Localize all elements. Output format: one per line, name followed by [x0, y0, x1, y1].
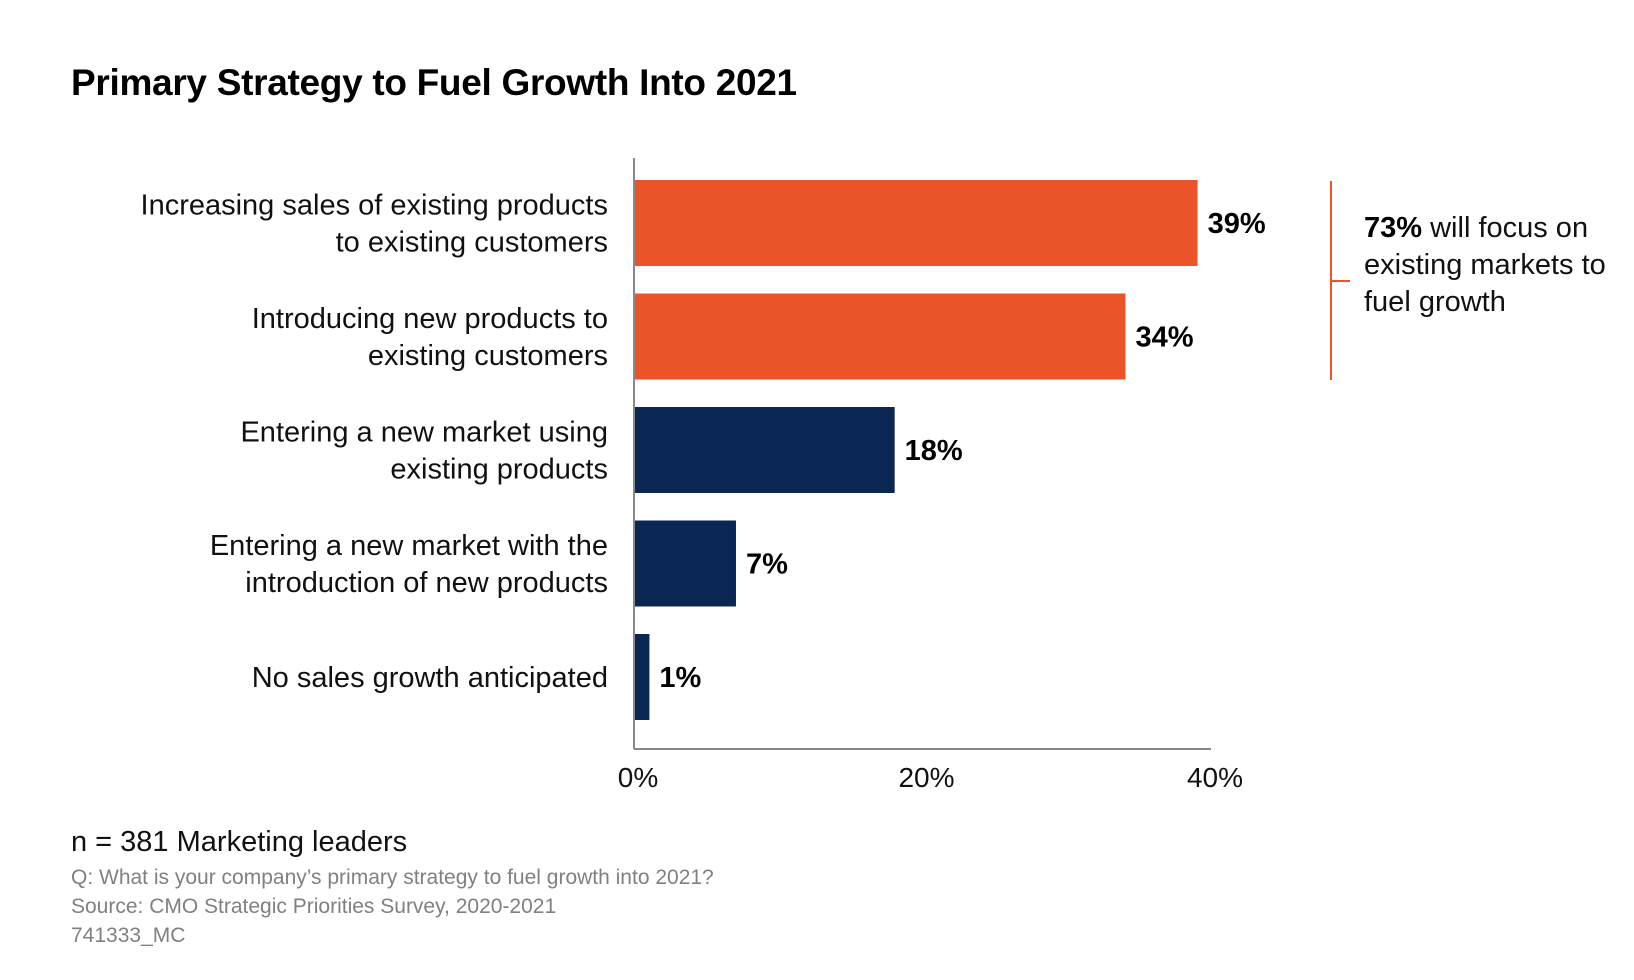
chart-title: Primary Strategy to Fuel Growth Into 202… [71, 62, 797, 103]
annotation-highlight: 73% [1364, 212, 1423, 244]
value-label-0: 39% [1208, 208, 1266, 240]
x-tick-labels: 0% 20% 40% [618, 762, 1243, 793]
annotation-callout: 73% will focus on existing markets to fu… [1364, 210, 1624, 321]
x-tick-label-1: 20% [898, 762, 954, 793]
document-id: 741333_MC [71, 924, 186, 947]
value-label-4: 1% [659, 662, 701, 694]
bar-1 [635, 293, 1126, 380]
footer: n = 381 Marketing leaders Q: What is you… [71, 826, 714, 950]
category-labels: Increasing sales of existing products to … [141, 190, 608, 695]
bar-0 [635, 180, 1198, 266]
category-label-1: Introducing new products to existing cust… [252, 303, 608, 372]
bar-2 [635, 407, 895, 493]
category-label-0: Increasing sales of existing products to … [141, 190, 608, 259]
category-label-4: No sales growth anticipated [252, 662, 608, 694]
value-label-1: 34% [1135, 322, 1193, 354]
value-label-3: 7% [746, 549, 788, 581]
annotation-text: will focus on existing markets to fuel g… [1364, 212, 1606, 318]
value-labels: 39% 34% 18% 7% 1% [659, 208, 1265, 694]
value-label-2: 18% [905, 435, 963, 467]
survey-question: Q: What is your company’s primary strate… [71, 866, 714, 889]
bar-4 [635, 634, 650, 720]
bar-3 [635, 520, 736, 607]
bars-group [635, 180, 1198, 720]
x-tick-label-0: 0% [618, 762, 658, 793]
category-label-2: Entering a new market using existing prod… [240, 417, 608, 486]
sample-size: n = 381 Marketing leaders [71, 826, 408, 858]
x-tick-label-2: 40% [1187, 762, 1243, 793]
source-note: Source: CMO Strategic Priorities Survey,… [71, 895, 557, 918]
category-label-3: Entering a new market with the introducti… [210, 530, 608, 599]
